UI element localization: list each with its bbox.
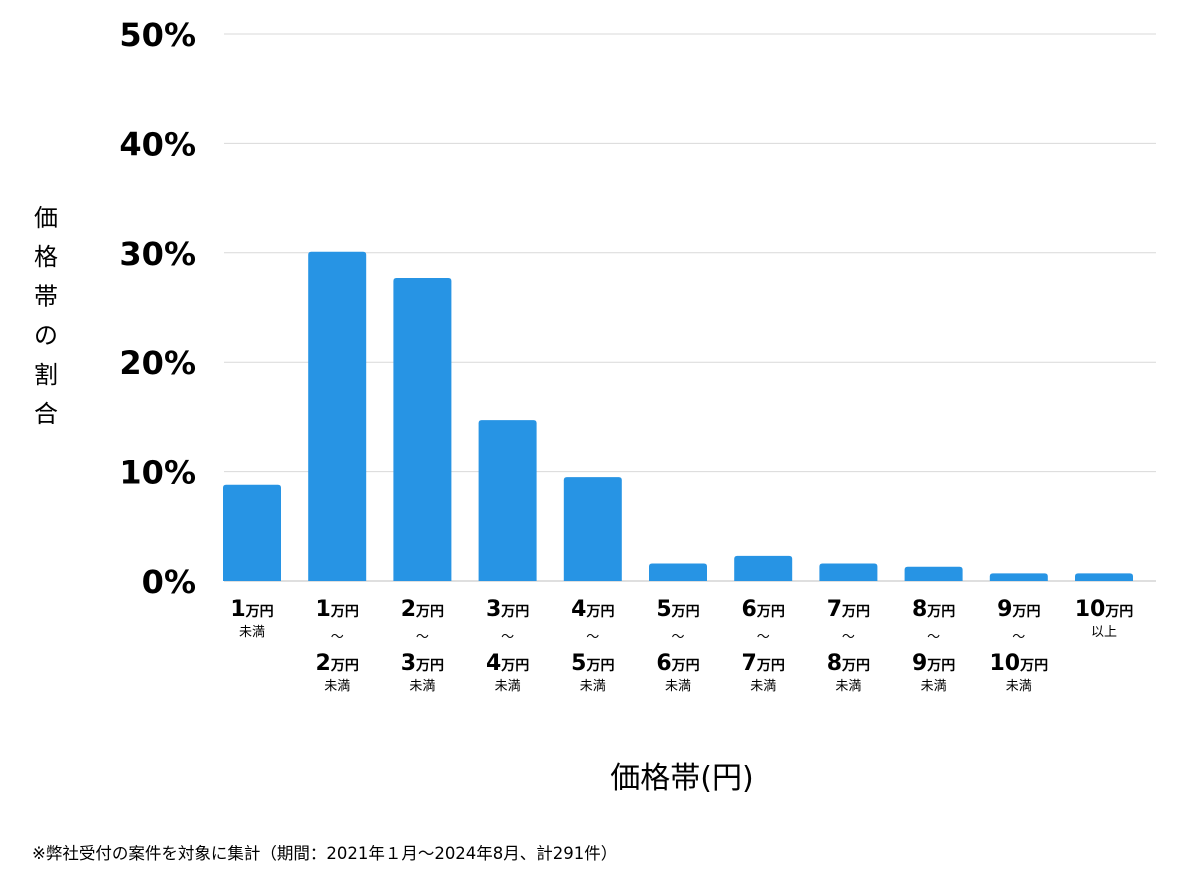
category-sublabel: 〜: [586, 630, 599, 645]
category-label: 8万円: [827, 651, 870, 676]
category-label: 10万円: [989, 651, 1048, 676]
x-category-labels: 1万円未満1万円〜2万円未満2万円〜3万円未満3万円〜4万円未満4万円〜5万円未…: [230, 597, 1133, 694]
y-axis-label-char: 帯: [34, 282, 58, 310]
category-sublabel: 〜: [501, 630, 514, 645]
category-sublabel: 未満: [921, 679, 947, 694]
y-axis-label-char: 合: [34, 400, 58, 428]
category-label: 4万円: [571, 597, 614, 622]
category-label: 2万円: [401, 597, 444, 622]
y-tick-label: 50%: [119, 16, 196, 54]
bar: [904, 566, 963, 581]
category-sublabel: 未満: [580, 679, 606, 694]
y-tick-label: 20%: [119, 344, 196, 382]
category-label: 3万円: [486, 597, 529, 622]
bar: [478, 420, 537, 581]
category-label: 5万円: [656, 597, 699, 622]
y-tick-labels: 0% 10% 20% 30% 40% 50%: [119, 16, 196, 601]
category-sublabel: 未満: [239, 625, 265, 640]
category-label: 9万円: [997, 597, 1040, 622]
bar: [734, 555, 793, 581]
category-sublabel: 〜: [416, 630, 429, 645]
bar: [649, 563, 707, 581]
category-sublabel: 未満: [835, 679, 861, 694]
category-label: 4万円: [486, 651, 529, 676]
category-sublabel: 〜: [842, 630, 855, 645]
y-tick-label: 30%: [119, 235, 196, 273]
category-label: 2万円: [316, 651, 359, 676]
category-label: 9万円: [912, 651, 955, 676]
bar: [989, 573, 1048, 581]
category-label: 6万円: [742, 597, 785, 622]
category-label: 1万円: [230, 597, 273, 622]
category-sublabel: 未満: [1006, 679, 1032, 694]
category-sublabel: 未満: [324, 679, 350, 694]
category-label: 10万円: [1075, 597, 1134, 622]
bar: [563, 477, 622, 581]
bar: [223, 484, 281, 581]
category-sublabel: 未満: [495, 679, 521, 694]
y-axis-label-char: 割: [34, 361, 58, 389]
y-axis-label-char: 格: [34, 243, 58, 271]
category-sublabel: 未満: [750, 679, 776, 694]
y-axis-label-char: 価: [34, 204, 58, 232]
category-label: 3万円: [401, 651, 444, 676]
category-sublabel: 以上: [1091, 625, 1117, 640]
bar: [308, 251, 367, 581]
category-label: 5万円: [571, 651, 614, 676]
category-sublabel: 〜: [1012, 630, 1025, 645]
y-axis-label-char: の: [34, 322, 58, 350]
category-label: 8万円: [912, 597, 955, 622]
category-label: 1万円: [316, 597, 359, 622]
bars: [223, 251, 1133, 581]
x-axis-label: 価格帯(円): [610, 761, 753, 796]
y-tick-label: 0%: [142, 563, 196, 601]
category-label: 6万円: [656, 651, 699, 676]
bar: [393, 277, 452, 581]
category-sublabel: 〜: [671, 630, 684, 645]
category-sublabel: 未満: [665, 679, 691, 694]
category-sublabel: 〜: [331, 630, 344, 645]
y-tick-label: 40%: [119, 125, 196, 163]
bar: [819, 563, 878, 581]
footnote: ※弊社受付の案件を対象に集計（期間：2021年１月〜2024年8月、計291件）: [32, 844, 617, 863]
category-sublabel: 〜: [927, 630, 940, 645]
bar: [1075, 573, 1133, 581]
category-label: 7万円: [827, 597, 870, 622]
y-tick-label: 10%: [119, 454, 196, 492]
category-sublabel: 〜: [757, 630, 770, 645]
category-label: 7万円: [742, 651, 785, 676]
category-sublabel: 未満: [409, 679, 435, 694]
